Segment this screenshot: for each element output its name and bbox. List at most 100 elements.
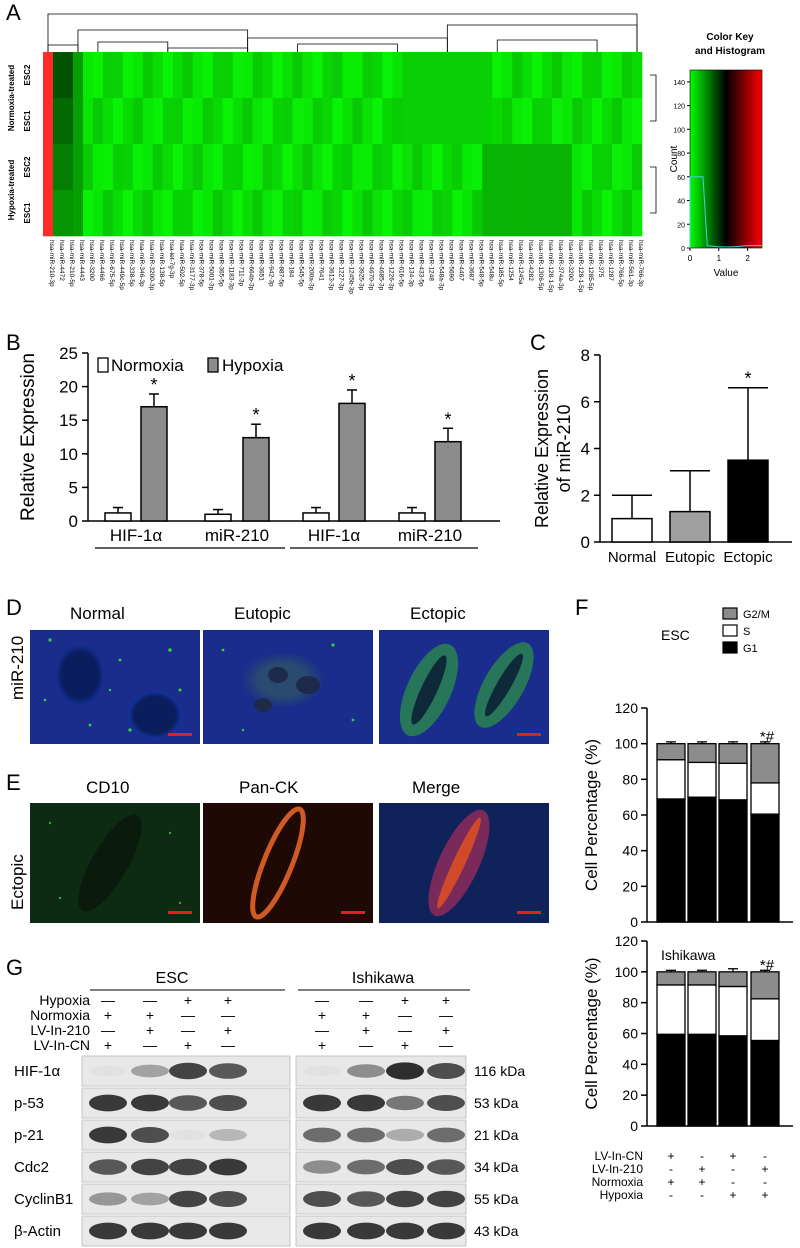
heatmap-cell <box>292 190 303 237</box>
y-tick-label: 20 <box>59 378 78 397</box>
column-label: hsa-miR-766-5p <box>617 240 624 287</box>
blot-band <box>89 1159 127 1175</box>
heatmap-cell <box>322 144 333 191</box>
condition-mark: + <box>146 1007 154 1023</box>
column-label: hsa-miR-1306-5p <box>537 240 544 291</box>
blot-band <box>131 1094 169 1112</box>
bar-segment-g1 <box>687 796 717 923</box>
category-label: miR-210 <box>398 526 462 545</box>
heatmap-cell <box>422 144 433 191</box>
y-tick-label: 140 <box>673 80 685 87</box>
y-tick-label: 100 <box>615 964 639 980</box>
blot-band <box>427 1190 465 1208</box>
heatmap-cell <box>482 190 493 237</box>
blot-band <box>89 1126 127 1144</box>
heatmap-cell <box>452 98 463 145</box>
heatmap-cell <box>392 52 403 99</box>
condition-mark: + <box>698 1162 705 1176</box>
molecular-weight-label: 21 kDa <box>474 1127 519 1143</box>
heatmap-cells <box>43 52 643 237</box>
category-label: HIF-1α <box>308 526 361 545</box>
heatmap-cell <box>43 52 54 99</box>
protein-label: β-Actin <box>14 1223 61 1240</box>
column-label: hsa-miR-545-5p <box>298 240 305 287</box>
heatmap-cell <box>632 190 643 237</box>
heatmap-cell <box>472 98 483 145</box>
heatmap-cell <box>542 52 553 99</box>
column-label: hsa-miR-675-5p <box>108 240 115 287</box>
blot-band <box>169 1158 207 1176</box>
protein-label: HIF-1α <box>14 1063 61 1080</box>
legend-swatch <box>722 641 738 654</box>
panel-label-c: C <box>530 330 546 355</box>
condition-mark: + <box>184 1037 192 1053</box>
y-tick-label: 0 <box>681 246 685 253</box>
y-tick-label: 60 <box>622 807 638 823</box>
heatmap-cell <box>382 98 393 145</box>
blot-band <box>209 1063 247 1079</box>
heatmap-cell <box>422 98 433 145</box>
chart-cell-cycle-esc: 0 20 40 60 80 100 120 Cell Percentage (%) ESC *# G… <box>582 607 793 930</box>
heatmap-cell <box>82 144 94 191</box>
column-label: hsa-miR-766-3p <box>637 240 644 287</box>
heatmap-cell <box>432 144 443 191</box>
condition-mark: — <box>181 1007 195 1023</box>
condition-mark: - <box>700 1188 704 1202</box>
column-label: hsa-miR-449c-5p <box>118 240 125 290</box>
heatmap-cell <box>472 52 483 99</box>
heatmap-cell <box>262 190 273 237</box>
condition-mark: - <box>669 1162 673 1176</box>
bar-segment-s <box>750 782 780 815</box>
heatmap-cell <box>602 52 613 99</box>
heatmap-cell <box>522 98 533 145</box>
heatmap-cell <box>502 190 513 237</box>
protein-label: CyclinB1 <box>14 1191 73 1208</box>
y-axis-label: Relative Expression <box>532 369 552 528</box>
bar <box>338 402 366 522</box>
column-label: hsa-miR-1245a <box>517 240 524 285</box>
dendrogram-branch <box>47 13 638 52</box>
heatmap-cell <box>602 190 613 237</box>
heatmap-cell <box>392 144 403 191</box>
heatmap-cell <box>602 144 613 191</box>
category-label: Eutopic <box>665 549 716 566</box>
heatmap-cell <box>372 52 383 99</box>
heatmap-cell <box>62 144 74 191</box>
blot-band <box>386 1095 424 1111</box>
heatmap-cell <box>622 190 633 237</box>
column-label: hsa-miR-3200 <box>567 240 574 281</box>
heatmap-cell <box>222 190 233 237</box>
heatmap-cell <box>492 190 503 237</box>
bar-segment-s <box>718 985 748 1037</box>
heatmap-cell <box>43 98 54 145</box>
heatmap-cell <box>252 144 263 191</box>
column-label: hsa-miR-3651 <box>258 240 265 281</box>
panel-d-title-normal: Normal <box>70 604 125 623</box>
y-tick-label: 120 <box>673 104 685 111</box>
heatmap-cell <box>102 190 114 237</box>
condition-mark: + <box>761 1188 768 1202</box>
panel-e-title-pan-ck: Pan-CK <box>239 778 299 797</box>
blot-band <box>347 1222 385 1240</box>
bar <box>140 406 168 522</box>
heatmap-cell <box>432 52 443 99</box>
micrograph-normal <box>30 630 200 744</box>
micrograph-merge <box>379 803 549 923</box>
bar <box>242 436 270 522</box>
condition-mark: - <box>700 1149 704 1163</box>
column-label: hsa-miR-5690 <box>447 240 454 281</box>
heatmap-cell <box>332 190 343 237</box>
blot-band <box>209 1158 247 1176</box>
condition-mark: + <box>224 992 232 1008</box>
heatmap-cell <box>72 144 84 191</box>
heatmap-cell <box>492 52 503 99</box>
column-label: hsa-miR-185-5p <box>497 240 504 287</box>
heatmap-cell <box>212 52 223 99</box>
heatmap-cell <box>322 52 333 99</box>
heatmap-cell <box>612 190 623 237</box>
chart-mir210-tissue: 0 2 4 6 8 Relative Expression of miR-210 Normal… <box>532 346 792 566</box>
condition-mark: + <box>442 1022 450 1038</box>
condition-mark: + <box>184 992 192 1008</box>
heatmap-cell <box>482 98 493 145</box>
